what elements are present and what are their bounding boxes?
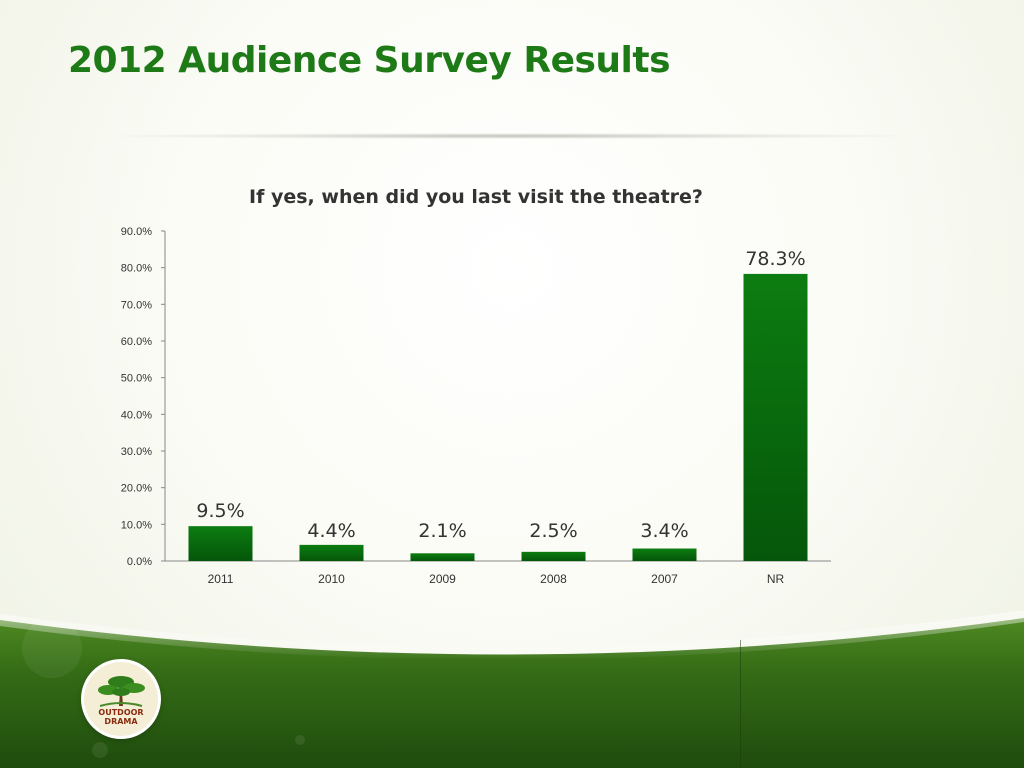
- y-tick-label: 30.0%: [121, 446, 152, 458]
- y-tick-label: 0.0%: [127, 556, 152, 568]
- data-labels: 9.5% 4.4% 2.1% 2.5% 3.4% 78.3%: [196, 248, 805, 542]
- x-tick-label: 2009: [429, 572, 456, 586]
- bar-2011: [188, 526, 253, 561]
- y-axis: 0.0% 10.0% 20.0% 30.0% 40.0% 50.0% 60.0% 70.0% 8…: [121, 226, 166, 568]
- y-tick-label: 20.0%: [121, 483, 152, 495]
- x-axis: 2011 2010 2009 2008 2007 NR: [165, 560, 831, 586]
- x-tick-label: 2010: [318, 572, 345, 586]
- y-tick-label: 90.0%: [121, 226, 152, 238]
- bar-chart: 0.0% 10.0% 20.0% 30.0% 40.0% 50.0% 60.0% 70.0% 8…: [121, 226, 831, 586]
- x-tick-label: 2007: [651, 572, 678, 586]
- data-label: 78.3%: [745, 248, 805, 270]
- data-label: 2.1%: [418, 520, 466, 542]
- chart-title: If yes, when did you last visit the thea…: [249, 186, 703, 208]
- y-tick-label: 10.0%: [121, 519, 152, 531]
- data-label: 2.5%: [529, 520, 577, 542]
- data-label: 3.4%: [640, 520, 688, 542]
- data-label: 9.5%: [196, 500, 244, 522]
- bar-2010: [299, 544, 364, 561]
- y-tick-label: 40.0%: [121, 409, 152, 421]
- bar-2008: [521, 551, 586, 561]
- y-tick-label: 80.0%: [121, 263, 152, 275]
- tree-icon: [98, 676, 145, 707]
- data-label: 4.4%: [307, 520, 355, 542]
- title-divider: [120, 133, 900, 139]
- logo-text-bottom: DRAMA: [104, 717, 138, 726]
- x-tick-label: 2011: [208, 572, 234, 586]
- x-tick-label: 2008: [540, 572, 567, 586]
- slide-title: 2012 Audience Survey Results: [68, 40, 671, 81]
- bar-series: [188, 273, 808, 561]
- bottom-band: [0, 610, 1024, 768]
- bar-2009: [410, 553, 475, 561]
- logo-text-top: OUTDOOR: [98, 708, 144, 717]
- bar-nr: [743, 273, 808, 561]
- y-tick-label: 50.0%: [121, 373, 152, 385]
- outdoor-drama-logo: OUTDOOR DRAMA: [84, 662, 158, 736]
- y-tick-label: 60.0%: [121, 336, 152, 348]
- bar-2007: [632, 548, 697, 561]
- y-tick-label: 70.0%: [121, 299, 152, 311]
- x-tick-label: NR: [767, 572, 785, 586]
